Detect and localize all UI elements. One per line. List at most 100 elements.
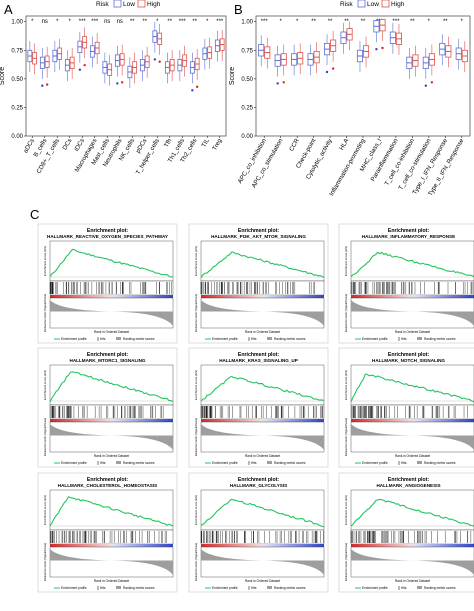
significance-label: *** <box>179 19 187 25</box>
legend-label-rank: Ranking metric scores <box>274 586 306 590</box>
legend-label-profile: Enrichment profile <box>212 461 238 465</box>
x-axis-label: Rank in Ordered Dataset <box>395 454 430 458</box>
es-axis-label: Enrichment score (ES) <box>344 495 348 525</box>
significance-label: *** <box>216 19 224 25</box>
legend-swatch-low <box>357 0 366 8</box>
significance-label: ** <box>344 19 349 25</box>
x-axis-label: Rank in Ordered Dataset <box>245 579 280 583</box>
legend-label-rank: Ranking metric scores <box>274 337 306 341</box>
significance-label: ** <box>192 19 197 25</box>
legend-label-hits: Hits <box>251 337 257 341</box>
y-axis-label: Score <box>229 67 236 85</box>
significance-label: ** <box>410 19 415 25</box>
outlier-point <box>41 84 44 87</box>
gsea-plot: Enrichment plot:HALLMARK_INFLAMMATORY_RE… <box>338 223 474 344</box>
y-tick-label: 0.00 <box>11 134 23 140</box>
significance-label: ** <box>328 19 333 25</box>
gsea-plot: Enrichment plot:HALLMARK_REACTIVE_OXYGEN… <box>37 223 178 344</box>
rank-axis-label: Ranked list metric (Signal2Noise) <box>344 294 348 332</box>
outlier-point <box>430 81 434 84</box>
x-tick-label: Treg <box>211 137 224 152</box>
panel-b-boxplot: Risk Low High0.000.250.500.751.00Score***A… <box>229 0 471 197</box>
ranking-heat-strip <box>50 544 173 547</box>
legend-title: Risk <box>96 1 109 8</box>
y-tick-label: 1.00 <box>241 20 253 26</box>
x-axis-label: Rank in Ordered Dataset <box>245 454 280 458</box>
legend-label-hits: Hits <box>100 586 106 590</box>
rank-axis-label: Ranked list metric (Signal2Noise) <box>43 418 47 456</box>
y-axis-label: Score <box>0 67 6 85</box>
legend-label-profile: Enrichment profile <box>362 461 388 465</box>
legend-label-rank: Ranking metric scores <box>274 461 306 465</box>
gsea-title-line1: Enrichment plot: <box>238 352 279 358</box>
es-axis-label: Enrichment score (ES) <box>194 246 198 276</box>
rank-axis-label: Ranked list metric (Signal2Noise) <box>194 543 198 581</box>
hits-bars <box>200 531 324 543</box>
panel-label-b: B <box>234 2 243 17</box>
gsea-title-line2: HALLMARK_MTORC1_SIGNALING <box>70 358 146 363</box>
x-tick-label: TIL <box>200 137 211 149</box>
y-tick-label: 0.00 <box>241 134 253 140</box>
ranking-heat-strip <box>351 295 474 298</box>
enrichment-profile-line <box>350 373 474 403</box>
legend-swatch-high <box>137 0 146 8</box>
ranking-heat-strip <box>50 419 173 422</box>
x-axis-label: Rank in Ordered Dataset <box>245 330 280 334</box>
x-tick-label: DCs <box>61 138 73 152</box>
rank-axis-label: Ranked list metric (Signal2Noise) <box>43 543 47 581</box>
ranking-metric-area <box>201 424 324 450</box>
outlier-point <box>276 82 279 85</box>
x-axis-label: Rank in Ordered Dataset <box>94 454 129 458</box>
enrichment-profile-line <box>200 375 325 402</box>
significance-label: *** <box>261 19 269 25</box>
ranking-metric-area <box>50 300 173 326</box>
significance-label: ** <box>361 19 366 25</box>
legend-swatch-rank <box>116 337 121 340</box>
rank-panel-frame <box>350 297 474 329</box>
legend-label-hits: Hits <box>401 461 407 465</box>
ranking-metric-area <box>351 300 474 326</box>
rank-axis-label: Ranked list metric (Signal2Noise) <box>43 294 47 332</box>
significance-label: * <box>69 19 72 25</box>
significance-label: ** <box>311 19 316 25</box>
legend-swatch-rank <box>417 461 422 464</box>
enrichment-profile-line <box>200 251 325 279</box>
x-tick-label: Tfh <box>163 137 174 149</box>
gsea-title-line1: Enrichment plot: <box>388 477 429 483</box>
significance-label: *** <box>91 19 99 25</box>
legend-label-profile: Enrichment profile <box>61 461 87 465</box>
legend-label-hits: Hits <box>100 337 106 341</box>
legend-swatch-high <box>381 0 390 8</box>
panel-a-boxplot: Risk Low High0.000.250.500.751.00Score*aDC… <box>0 0 227 176</box>
significance-label: *** <box>392 19 400 25</box>
legend-label-rank: Ranking metric scores <box>424 337 456 341</box>
enrichment-profile-line <box>49 496 174 527</box>
outlier-point <box>78 68 82 71</box>
ranking-heat-strip <box>351 544 474 547</box>
gsea-title-line2: HALLMARK_NOTCH_SIGNALING <box>372 358 445 363</box>
gsea-title-line1: Enrichment plot: <box>87 477 128 483</box>
x-axis-label: Rank in Ordered Dataset <box>94 330 129 334</box>
legend-label-low: Low <box>123 1 135 8</box>
legend-label-rank: Ranking metric scores <box>123 337 155 341</box>
legend-label-profile: Enrichment profile <box>61 337 87 341</box>
legend-label-rank: Ranking metric scores <box>424 586 456 590</box>
es-axis-label: Enrichment score (ES) <box>344 370 348 400</box>
es-axis-label: Enrichment score (ES) <box>43 370 47 400</box>
outlier-point <box>116 82 119 85</box>
panel-label-c: C <box>30 207 39 222</box>
legend-label-hits: Hits <box>401 586 407 590</box>
gsea-plot: Enrichment plot:HALLMARK_CHOLESTEROL_HOM… <box>37 472 178 593</box>
outlier-point <box>83 63 86 67</box>
legend-swatch-rank <box>417 586 422 589</box>
ranking-metric-area <box>50 549 173 575</box>
ranking-metric-area <box>351 424 474 450</box>
y-tick-label: 0.50 <box>241 77 253 83</box>
gsea-title-line1: Enrichment plot: <box>87 228 128 234</box>
hits-bars <box>49 282 172 294</box>
x-tick-label: HLA <box>338 137 351 152</box>
ranking-metric-area <box>201 549 324 575</box>
significance-label: * <box>206 19 209 25</box>
outlier-point <box>424 84 428 87</box>
